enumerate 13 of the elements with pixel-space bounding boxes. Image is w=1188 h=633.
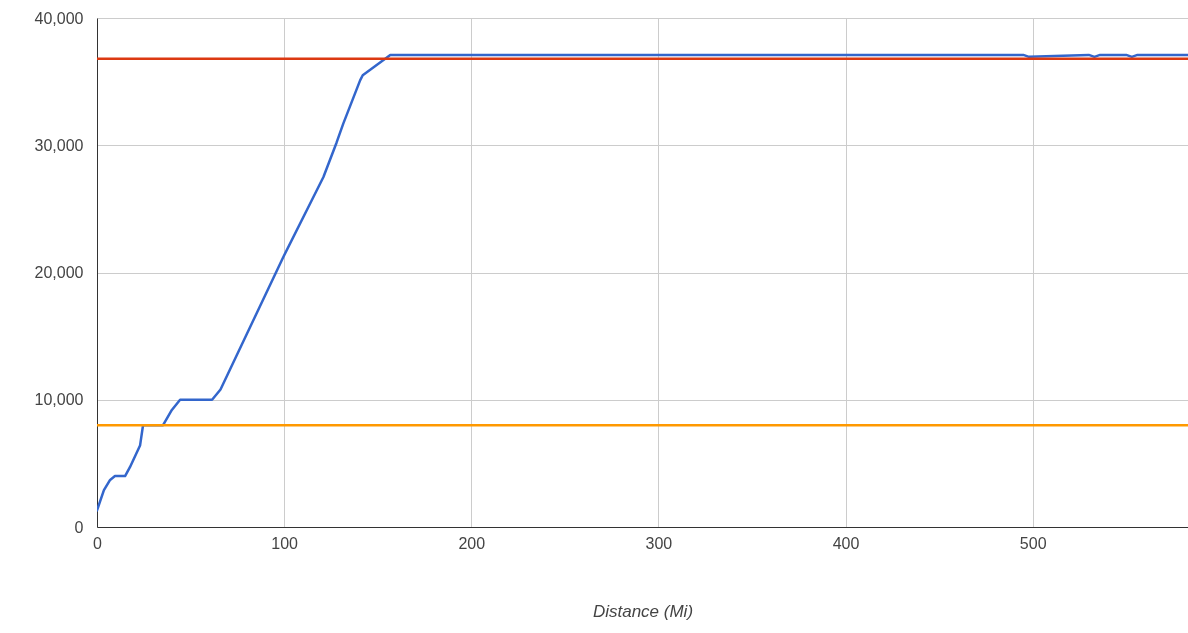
y-tick-label: 10,000 (34, 391, 84, 409)
line-series (97, 53, 1188, 512)
y-tick-label: 40,000 (34, 9, 84, 27)
x-tick-label: 400 (832, 534, 860, 552)
x-axis-title: Distance (Mi) (592, 601, 694, 621)
x-tick-label: 100 (271, 534, 299, 552)
x-tick-label: 0 (93, 534, 103, 552)
y-tick-label: 30,000 (34, 136, 84, 154)
x-tick-label: 500 (1019, 534, 1047, 552)
x-tick-label: 300 (645, 534, 673, 552)
y-tick-label: 20,000 (34, 264, 84, 281)
x-tick-label: 200 (458, 534, 486, 552)
y-tick-label: 0 (74, 518, 84, 536)
